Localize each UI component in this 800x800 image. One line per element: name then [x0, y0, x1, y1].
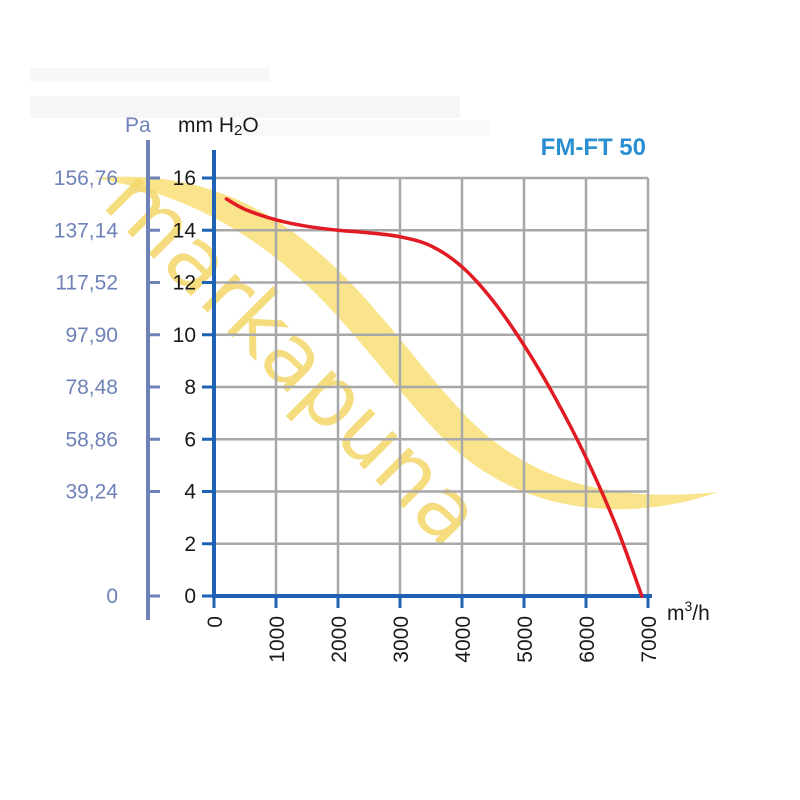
x-tick-label: 6000: [576, 616, 599, 663]
mm-tick-label: 16: [173, 167, 196, 190]
mm-tick-label: 2: [184, 533, 196, 556]
mm-tick-label: 10: [173, 324, 196, 347]
pa-tick-label: 117,52: [55, 272, 118, 295]
mm-unit-label: mm H2O: [178, 114, 259, 139]
pa-tick-label: 156,76: [54, 167, 118, 190]
x-tick-label: 7000: [638, 616, 661, 663]
grid: [214, 176, 650, 596]
performance-curve: [224, 197, 644, 598]
mm-tick-label: 12: [173, 272, 196, 295]
mm-tick-label: 8: [184, 376, 196, 399]
background-streaks: [30, 68, 490, 136]
mm-ticks: 0 2 4 6 8 10 12 14 16: [173, 167, 214, 608]
pa-tick-label: 78,48: [65, 376, 118, 399]
mm-tick-label: 14: [173, 219, 197, 242]
pa-tick-label: 58,86: [65, 428, 118, 451]
x-tick-label: 4000: [452, 616, 475, 663]
chart-title: FM-FT 50: [541, 134, 646, 161]
mm-tick-label: 0: [184, 585, 196, 608]
mm-tick-label: 4: [184, 481, 196, 504]
x-tick-label: 2000: [328, 616, 351, 663]
x-unit-label: m3/h: [667, 598, 710, 625]
x-tick-label: 5000: [514, 616, 537, 663]
pa-tick-label: 97,90: [65, 324, 118, 347]
pa-ticks: 0 39,24 58,86 78,48 97,90 117,52 137,14 156,76: [54, 167, 160, 608]
pa-tick-label: 0: [106, 585, 118, 608]
pa-tick-label: 137,14: [54, 219, 119, 242]
mm-tick-label: 6: [184, 428, 196, 451]
x-ticks: 0 1000 2000 3000 4000 5000 6000 7000: [204, 596, 661, 663]
pa-tick-label: 39,24: [65, 481, 118, 504]
pa-unit-label: Pa: [125, 114, 151, 137]
x-tick-label: 0: [204, 616, 227, 628]
x-tick-label: 3000: [390, 616, 413, 663]
x-tick-label: 1000: [266, 616, 289, 663]
